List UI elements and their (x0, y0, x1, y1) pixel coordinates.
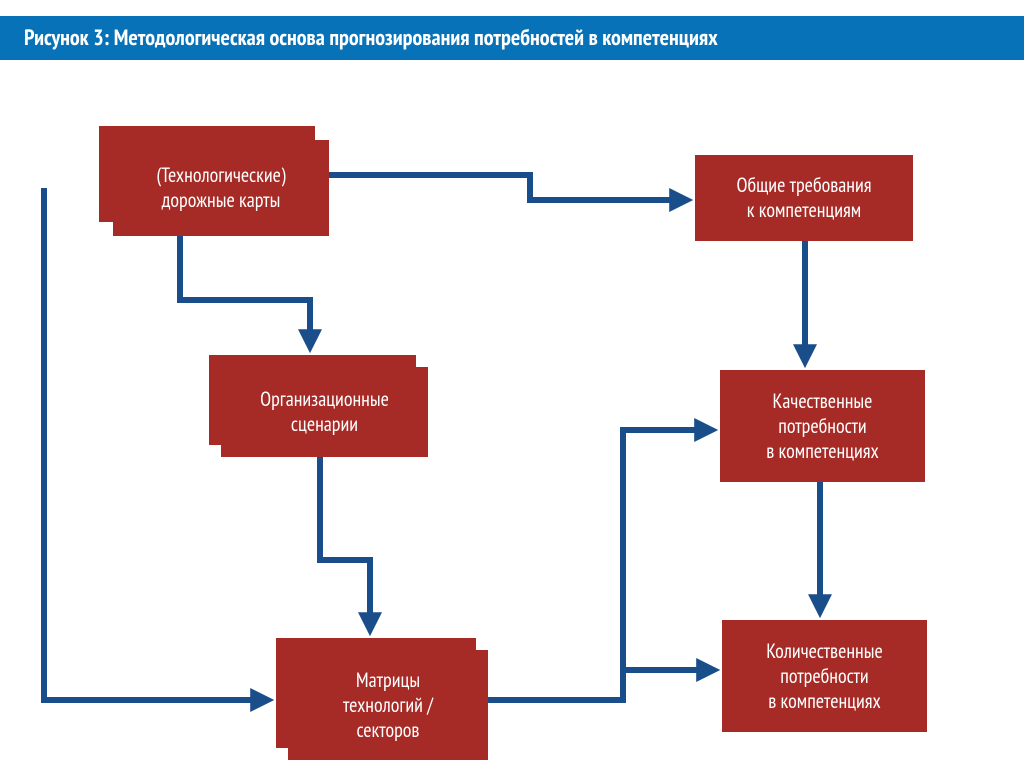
arrow-scenarios-to-matrices (320, 457, 370, 625)
diagram-canvas: Рисунок 3: Методологическая основа прогн… (0, 0, 1024, 767)
scenarios-label: Организационныесценарии (260, 387, 389, 437)
roadmaps-label: (Технологические)дорожные карты (156, 163, 285, 213)
figure-title-text: Рисунок 3: Методологическая основа прогн… (24, 24, 718, 52)
arrow-matrices-to-quant (488, 670, 709, 700)
quantitative-node: Количественныепотребностив компетенциях (722, 620, 927, 732)
requirements-node: Общие требованияк компетенциям (695, 155, 913, 241)
arrow-roadmaps-to-scenarios (180, 236, 310, 342)
quantitative-label: Количественныепотребностив компетенциях (766, 639, 883, 714)
figure-title-bar: Рисунок 3: Методологическая основа прогн… (0, 16, 1024, 60)
roadmaps-node: (Технологические)дорожные карты (113, 140, 329, 236)
matrices-label: Матрицытехнологий /секторов (343, 668, 433, 743)
arrow-matrices-to-qual (488, 430, 707, 700)
arrow-roadmaps-to-req (329, 175, 682, 200)
qualitative-label: Качественныепотребностив компетенциях (766, 389, 879, 464)
matrices-node: Матрицытехнологий /секторов (288, 650, 488, 760)
scenarios-node: Организационныесценарии (221, 367, 428, 457)
qualitative-node: Качественныепотребностив компетенциях (720, 370, 925, 482)
requirements-label: Общие требованияк компетенциям (737, 173, 872, 223)
